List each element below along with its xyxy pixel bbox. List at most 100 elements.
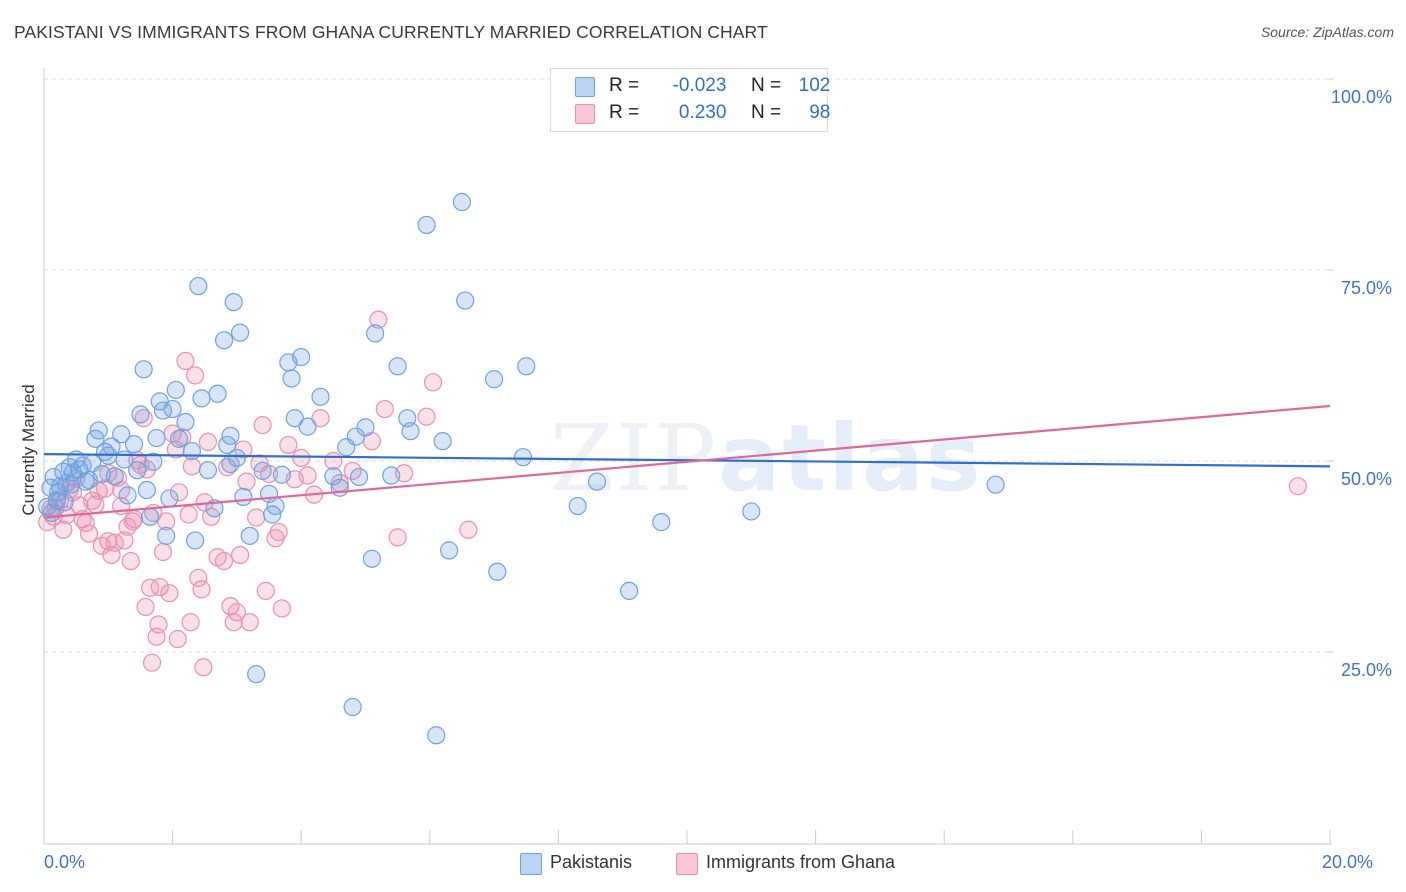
data-point-pakistani	[89, 421, 108, 440]
data-point-pakistani	[266, 496, 285, 516]
data-point-pakistani	[76, 472, 95, 491]
data-point-pakistani	[240, 526, 259, 545]
data-point-pakistani	[112, 425, 131, 444]
y-axis-label-wrap: Currently Married	[14, 300, 44, 600]
bottom-legend-label-pakistani: Pakistanis	[550, 852, 633, 872]
data-point-pakistani	[166, 380, 185, 400]
data-point-ghana	[1288, 477, 1307, 496]
data-point-pakistani	[513, 448, 533, 467]
data-point-ghana	[54, 520, 73, 539]
data-point-pakistani	[452, 192, 472, 212]
data-point-ghana	[182, 457, 201, 476]
data-point-ghana	[142, 653, 162, 672]
data-point-pakistani	[488, 562, 507, 581]
data-point-pakistani	[388, 357, 407, 376]
data-point-ghana	[192, 580, 211, 599]
data-point-pakistani	[298, 417, 317, 436]
data-point-ghana	[269, 522, 288, 542]
data-point-pakistani	[742, 502, 761, 521]
data-point-pakistani	[221, 454, 240, 474]
data-point-pakistani	[433, 432, 452, 451]
data-point-pakistani	[169, 429, 189, 448]
data-point-ghana	[150, 577, 169, 597]
data-point-ghana	[218, 458, 237, 477]
data-point-ghana	[369, 310, 388, 329]
data-point-ghana	[324, 451, 343, 471]
data-point-pakistani	[157, 526, 176, 545]
data-point-ghana	[95, 479, 115, 498]
data-point-pakistani	[55, 493, 74, 512]
data-point-pakistani	[231, 323, 250, 342]
y-axis-label: Currently Married	[19, 384, 38, 516]
data-point-ghana	[194, 658, 213, 677]
data-point-pakistani	[147, 428, 166, 448]
data-point-pakistani	[61, 475, 81, 494]
data-point-pakistani	[198, 461, 218, 480]
y-tick-50: 50.0%	[1340, 469, 1392, 489]
data-point-pakistani	[176, 412, 195, 432]
data-point-ghana	[168, 629, 187, 649]
trend-line-ghana	[43, 404, 1331, 519]
data-point-ghana	[76, 513, 95, 532]
data-point-pakistani	[182, 441, 201, 461]
legend-swatch-ghana	[575, 104, 595, 124]
legend-n-value: 98	[809, 102, 831, 123]
data-point-ghana	[140, 578, 160, 597]
data-point-pakistani	[102, 437, 121, 456]
data-point-pakistani	[253, 461, 272, 481]
data-point-ghana	[169, 483, 189, 502]
data-point-pakistani	[343, 697, 362, 717]
data-point-ghana	[99, 532, 118, 551]
data-point-ghana	[279, 435, 298, 455]
data-point-ghana	[224, 613, 243, 632]
watermark-atlas: atlas	[718, 405, 983, 512]
data-point-pakistani	[224, 292, 243, 312]
data-point-pakistani	[221, 426, 240, 445]
data-point-pakistani	[401, 422, 420, 441]
chart-title: PAKISTANI VS IMMIGRANTS FROM GHANA CURRE…	[14, 22, 768, 42]
bottom-legend-label-ghana: Immigrants from Ghana	[706, 852, 896, 872]
y-tick-75: 75.0%	[1340, 278, 1392, 298]
data-point-pakistani	[234, 487, 253, 507]
data-point-pakistani	[163, 399, 182, 419]
data-point-pakistani	[362, 549, 382, 568]
stats-legend: R = -0.023 N = 102 R = 0.230 N = 98	[550, 68, 831, 132]
data-point-pakistani	[131, 405, 150, 424]
data-point-ghana	[247, 508, 266, 527]
data-point-ghana	[272, 599, 292, 618]
y-tick-25: 25.0%	[1340, 660, 1392, 680]
data-point-pakistani	[485, 370, 504, 389]
data-point-ghana	[198, 432, 218, 451]
data-point-pakistani	[311, 387, 330, 406]
data-point-pakistani	[330, 478, 349, 497]
data-point-pakistani	[272, 465, 292, 484]
data-point-ghana	[298, 466, 317, 485]
legend-r-value: -0.023	[672, 75, 727, 96]
data-point-pakistani	[137, 480, 156, 500]
data-point-ghana	[121, 551, 140, 571]
bottom-legend-swatch-ghana	[676, 853, 698, 875]
data-point-ghana	[227, 603, 246, 622]
data-point-ghana	[70, 496, 89, 515]
legend-stats-ghana: R = 0.230 N = 98	[609, 100, 830, 126]
data-point-pakistani	[115, 450, 134, 469]
y-tick-100: 100.0%	[1330, 87, 1392, 107]
data-point-pakistani	[189, 276, 208, 296]
legend-n-value: 102	[798, 75, 831, 96]
data-point-pakistani	[128, 461, 147, 480]
data-point-pakistani	[186, 531, 205, 550]
data-point-ghana	[237, 472, 256, 491]
data-point-ghana	[176, 351, 195, 371]
data-point-ghana	[253, 415, 272, 435]
x-tick-20: 20.0%	[1322, 852, 1374, 872]
data-point-ghana	[311, 409, 330, 428]
data-point-pakistani	[439, 541, 459, 560]
data-point-ghana	[137, 460, 156, 479]
data-point-ghana	[214, 551, 234, 571]
data-point-pakistani	[427, 726, 446, 745]
data-point-pakistani	[517, 357, 536, 376]
data-point-pakistani	[456, 291, 475, 310]
legend-swatch-pakistani	[575, 77, 595, 97]
data-point-ghana	[115, 531, 134, 550]
x-tick-0: 0.0%	[44, 852, 86, 872]
